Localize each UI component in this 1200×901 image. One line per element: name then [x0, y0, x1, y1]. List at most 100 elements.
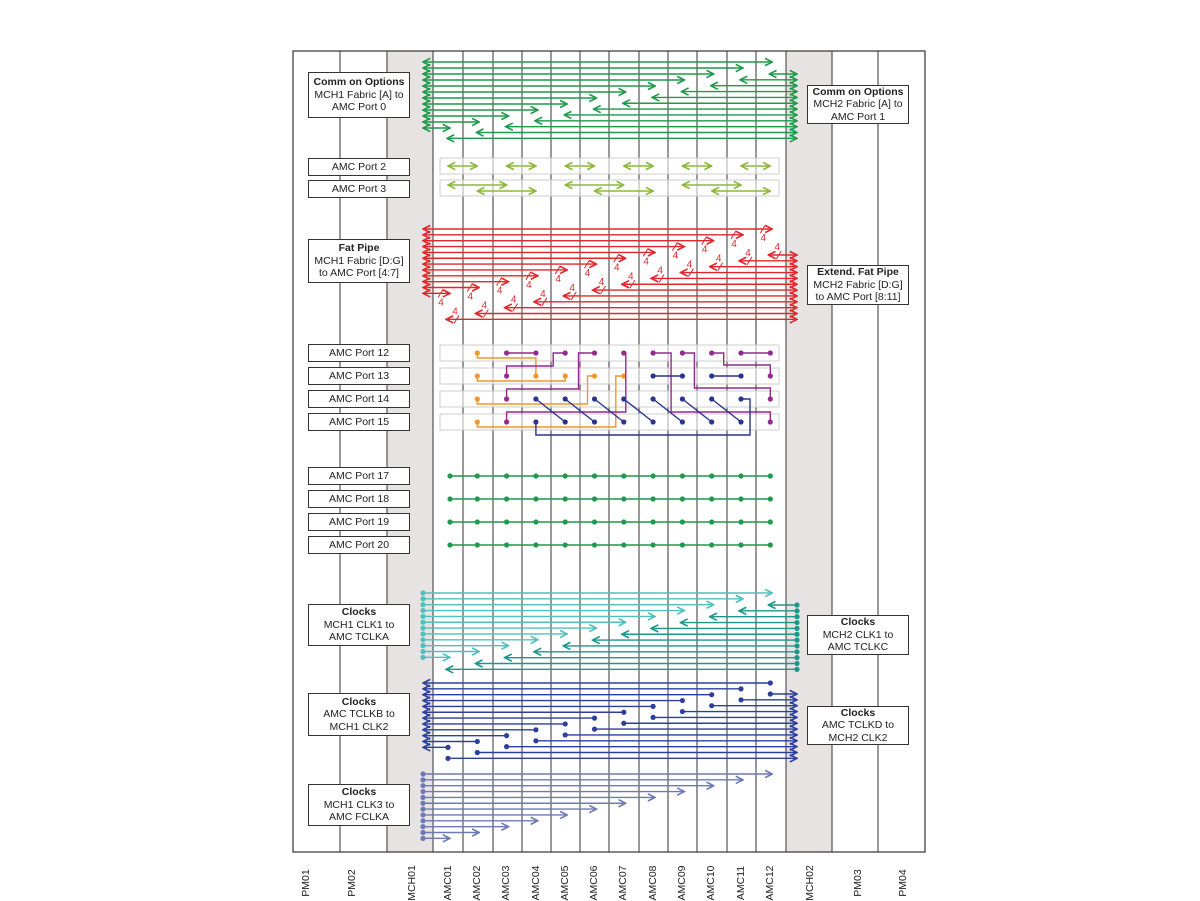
connection-dot — [621, 496, 627, 502]
connection-dot — [420, 788, 426, 795]
bus-width-label: 4 — [555, 274, 561, 285]
connection-dot — [562, 396, 568, 402]
bus-slash-mark — [730, 230, 737, 240]
connection-dot — [504, 542, 510, 548]
left-label-clocks: Clocks AMC TCLKB to MCH1 CLK2 — [308, 693, 410, 736]
connection-dot — [679, 396, 686, 402]
slot-label-amc04: AMC04 — [530, 865, 542, 901]
connection-dot — [562, 473, 568, 479]
connection-dot — [709, 350, 715, 356]
connection-dot — [767, 350, 773, 356]
connection-dot — [445, 744, 451, 750]
connection-dot — [562, 542, 568, 548]
label-title: Extend. Fat Pipe — [817, 266, 899, 279]
connection-dot — [738, 419, 744, 425]
connection-dot — [562, 732, 568, 738]
connection-dot — [533, 419, 539, 425]
slot-label-amc12: AMC12 — [764, 865, 776, 901]
connection-dot — [767, 542, 773, 548]
connection-dot — [650, 419, 656, 425]
connection-dot — [420, 596, 426, 602]
connection-dot — [794, 619, 800, 626]
connection-dot — [447, 496, 453, 502]
slot-label-pm01: PM01 — [300, 869, 312, 897]
right-label-extend-fat-pipe: Extend. Fat Pipe MCH2 Fabric [D:G] to AMC … — [807, 265, 909, 305]
connection-dot — [621, 709, 627, 715]
connection-dot — [474, 419, 480, 425]
label-title: Clocks — [341, 786, 377, 799]
connection-dot — [794, 637, 800, 643]
connection-dot — [738, 373, 744, 379]
bus-width-label: 4 — [628, 271, 634, 282]
connection-dot — [474, 373, 480, 379]
label-title: Comm on Options — [812, 85, 904, 98]
connection-dot — [420, 602, 426, 608]
connection-dot — [504, 350, 510, 356]
connection-dot — [621, 542, 627, 548]
connection-dot — [474, 496, 480, 502]
connection-dot — [794, 625, 800, 632]
connection-dot — [591, 496, 598, 502]
signal-trace — [681, 398, 713, 423]
connection-dot — [650, 396, 656, 402]
connection-dot — [709, 542, 715, 548]
connection-dot — [591, 373, 598, 379]
connection-dot — [650, 373, 656, 379]
label-line: AMC FCLKA — [328, 811, 390, 824]
connection-dot — [420, 800, 426, 806]
connection-dot — [591, 396, 598, 402]
bus-width-label: 4 — [482, 301, 488, 312]
label-line: AMC Port 3 — [331, 182, 387, 195]
label-line: AMC Port 1 — [830, 110, 886, 123]
connection-dot — [679, 419, 686, 425]
bus-width-label: 4 — [745, 248, 751, 259]
connection-dot — [650, 519, 656, 525]
connection-dot — [738, 350, 744, 356]
port-row-box — [439, 179, 780, 197]
bus-width-label: 4 — [585, 268, 591, 279]
connection-dot — [794, 655, 800, 661]
connection-dot — [474, 738, 480, 745]
connection-dot — [591, 473, 598, 479]
label-line: MCH1 Fabric [D:G] — [314, 254, 404, 267]
connection-dot — [738, 396, 744, 402]
connection-dot — [562, 519, 568, 525]
left-label-amc-port-18: AMC Port 18 — [308, 490, 410, 508]
slot-label-amc06: AMC06 — [588, 865, 600, 901]
bus-width-label: 4 — [761, 233, 767, 244]
label-title: Clocks — [341, 695, 377, 708]
label-line: AMC Port 15 — [328, 415, 390, 428]
connection-dot — [504, 496, 510, 502]
left-label-clocks: Clocks MCH1 CLK1 to AMC TCLKA — [308, 604, 410, 646]
connection-dot — [420, 777, 426, 783]
connection-dot — [767, 519, 773, 525]
slot-label-amc01: AMC01 — [442, 865, 454, 901]
bus-width-label: 4 — [657, 265, 663, 276]
label-line: to AMC Port [4:7] — [319, 267, 399, 280]
connection-dot — [591, 715, 598, 721]
bus-width-label: 4 — [452, 306, 458, 317]
bus-width-label: 4 — [775, 242, 781, 253]
label-line: AMC Port 17 — [328, 469, 390, 482]
connection-dot — [562, 496, 568, 502]
label-line: AMC Port 0 — [331, 101, 387, 114]
connection-dot — [679, 373, 686, 379]
port-row-box — [439, 157, 780, 175]
connection-dot — [533, 350, 539, 356]
connection-dot — [420, 794, 426, 801]
connection-dot — [767, 396, 773, 402]
bus-slash-mark — [496, 277, 503, 286]
label-line: MCH1 Fabric [A] to — [314, 88, 404, 101]
connection-dot — [709, 692, 715, 698]
bus-width-label: 4 — [673, 251, 679, 262]
connection-dot — [420, 631, 426, 637]
connection-dot — [794, 608, 800, 614]
signal-trace — [535, 398, 751, 436]
connection-dot — [709, 703, 715, 709]
bus-width-label: 4 — [497, 286, 503, 297]
connection-dot — [420, 835, 426, 841]
connection-dot — [621, 350, 627, 356]
connection-dot — [474, 542, 480, 548]
connection-dot — [504, 419, 510, 425]
signal-trace — [594, 398, 625, 423]
